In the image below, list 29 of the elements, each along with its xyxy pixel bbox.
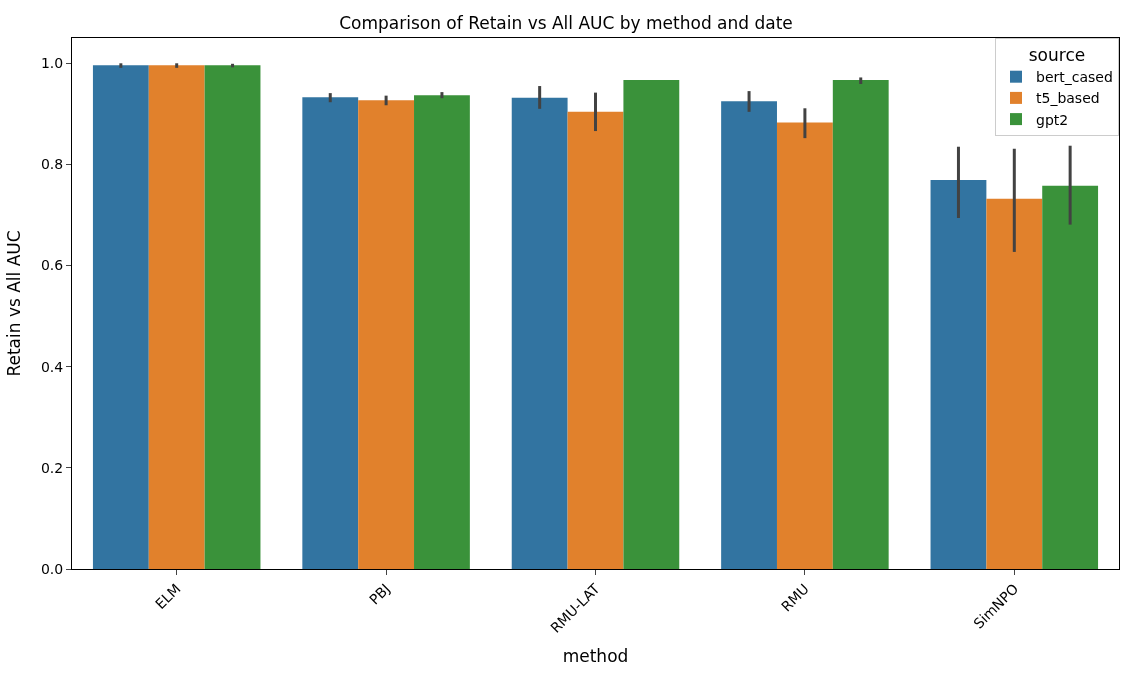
bar xyxy=(623,79,680,569)
bar xyxy=(92,65,149,569)
bar xyxy=(414,95,470,569)
y-axis-title: Retain vs All AUC xyxy=(4,230,25,377)
bar xyxy=(930,180,987,569)
legend-label: bert_cased xyxy=(1036,69,1113,86)
bar xyxy=(1042,185,1099,569)
x-axis-title: method xyxy=(562,646,629,667)
chart-title: Comparison of Retain vs All AUC by method and date xyxy=(339,12,793,33)
bar xyxy=(511,97,568,569)
x-tick-label: PBJ xyxy=(366,580,394,608)
bar xyxy=(302,97,359,569)
bar xyxy=(204,65,261,569)
y-tick-label: 0.6 xyxy=(40,257,64,274)
legend-label: gpt2 xyxy=(1036,111,1069,128)
legend-label: t5_based xyxy=(1036,90,1100,107)
bar xyxy=(832,79,889,569)
y-tick-label: 0.0 xyxy=(40,560,64,577)
bar xyxy=(776,122,833,569)
y-tick-label: 1.0 xyxy=(40,55,64,72)
bar xyxy=(358,100,415,569)
bar xyxy=(986,198,1043,569)
bar xyxy=(721,101,777,569)
y-tick-label: 0.8 xyxy=(40,156,64,173)
legend-title: source xyxy=(1028,45,1086,66)
y-tick-label: 0.2 xyxy=(40,459,64,476)
bar xyxy=(567,111,624,569)
bar xyxy=(148,65,205,569)
y-tick-label: 0.4 xyxy=(40,358,64,375)
